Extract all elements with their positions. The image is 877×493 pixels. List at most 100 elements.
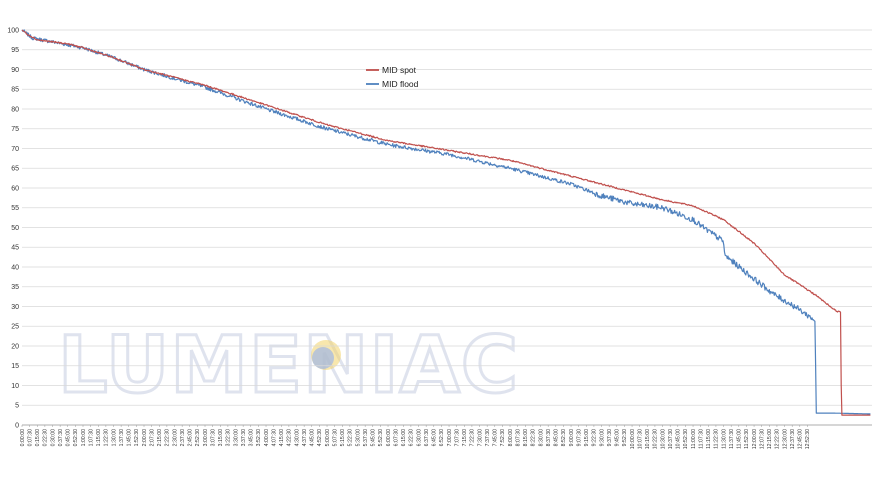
x-tick-label: 11:30:00 [721, 429, 727, 449]
x-tick-label: 1:07:30 [88, 429, 94, 446]
x-tick-label: 1:37:30 [119, 429, 125, 446]
x-tick-label: 9:00:00 [569, 429, 575, 446]
x-tick-label: 0:52:30 [73, 429, 79, 446]
legend-label: MID spot [382, 65, 417, 75]
x-tick-label: 1:52:30 [134, 429, 140, 446]
y-tick-label: 75 [11, 126, 19, 133]
x-tick-label: 9:45:00 [615, 429, 621, 446]
x-tick-label: 1:00:00 [81, 429, 87, 446]
x-tick-label: 3:37:30 [241, 429, 247, 446]
x-tick-label: 6:52:30 [439, 429, 445, 446]
x-tick-label: 7:52:30 [500, 429, 506, 446]
x-tick-label: 8:22:30 [531, 429, 537, 446]
x-tick-label: 7:37:30 [485, 429, 491, 446]
x-tick-label: 10:30:00 [660, 429, 666, 449]
x-tick-label: 7:07:30 [454, 429, 460, 446]
y-tick-label: 55 [11, 205, 19, 212]
x-tick-label: 1:45:00 [127, 429, 133, 446]
x-tick-label: 2:37:30 [180, 429, 186, 446]
x-tick-label: 12:15:00 [767, 429, 773, 449]
y-tick-label: 50 [11, 225, 19, 232]
x-tick-label: 4:22:30 [287, 429, 293, 446]
x-tick-label: 4:07:30 [271, 429, 277, 446]
y-tick-label: 100 [7, 27, 19, 34]
x-tick-label: 12:07:30 [759, 429, 765, 449]
x-tick-label: 12:22:30 [775, 429, 781, 449]
x-tick-label: 6:00:00 [386, 429, 392, 446]
x-tick-label: 10:37:30 [668, 429, 674, 449]
x-tick-label: 8:45:00 [554, 429, 560, 446]
x-tick-label: 7:15:00 [462, 429, 468, 446]
x-tick-label: 3:45:00 [249, 429, 255, 446]
x-tick-label: 5:30:00 [355, 429, 361, 446]
x-tick-label: 2:00:00 [142, 429, 148, 446]
x-tick-label: 6:37:30 [424, 429, 430, 446]
x-tick-label: 4:00:00 [264, 429, 270, 446]
x-tick-label: 6:22:30 [409, 429, 415, 446]
x-tick-label: 10:45:00 [676, 429, 682, 449]
x-tick-label: 7:30:00 [477, 429, 483, 446]
x-tick-label: 4:30:00 [294, 429, 300, 446]
x-tick-label: 9:07:30 [576, 429, 582, 446]
x-tick-label: 1:30:00 [111, 429, 117, 446]
y-tick-label: 80 [11, 106, 19, 113]
x-axis: 0:00:00 0:07:30 0:15:00 0:22:30 0:30:00 0:37:… [20, 424, 872, 449]
x-tick-label: 3:00:00 [203, 429, 209, 446]
x-tick-label: 10:00:00 [630, 429, 636, 449]
y-tick-label: 90 [11, 67, 19, 74]
series-line-mid-flood [21, 29, 871, 415]
x-tick-label: 12:52:30 [805, 429, 811, 449]
x-tick-label: 0:45:00 [66, 429, 72, 446]
x-tick-label: 4:45:00 [310, 429, 316, 446]
y-tick-label: 70 [11, 146, 19, 153]
y-tick-label: 0 [15, 422, 19, 429]
y-tick-label: 35 [11, 284, 19, 291]
x-tick-label: 3:30:00 [233, 429, 239, 446]
x-tick-label: 12:37:30 [790, 429, 796, 449]
x-tick-label: 2:45:00 [188, 429, 194, 446]
x-tick-label: 7:00:00 [447, 429, 453, 446]
x-tick-label: 5:45:00 [371, 429, 377, 446]
x-tick-label: 0:22:30 [43, 429, 49, 446]
x-tick-label: 12:00:00 [752, 429, 758, 449]
x-tick-label: 3:22:30 [226, 429, 232, 446]
x-tick-label: 11:52:30 [744, 429, 750, 449]
y-tick-label: 65 [11, 166, 19, 173]
y-tick-label: 30 [11, 304, 19, 311]
x-tick-label: 10:52:30 [683, 429, 689, 449]
x-tick-label: 11:37:30 [729, 429, 735, 449]
x-tick-label: 5:22:30 [348, 429, 354, 446]
x-tick-label: 9:52:30 [622, 429, 628, 446]
y-tick-label: 95 [11, 47, 19, 54]
x-tick-label: 11:22:30 [714, 429, 720, 449]
x-tick-label: 5:52:30 [378, 429, 384, 446]
y-tick-label: 10 [11, 383, 19, 390]
y-tick-label: 60 [11, 185, 19, 192]
y-tick-label: 25 [11, 324, 19, 331]
x-tick-label: 8:52:30 [561, 429, 567, 446]
x-tick-label: 1:15:00 [96, 429, 102, 446]
gridlines [22, 29, 872, 426]
x-tick-label: 11:00:00 [691, 429, 697, 449]
x-tick-label: 0:30:00 [50, 429, 56, 446]
x-tick-label: 3:07:30 [210, 429, 216, 446]
x-tick-label: 0:07:30 [27, 429, 33, 446]
x-tick-label: 9:15:00 [584, 429, 590, 446]
x-tick-label: 2:30:00 [172, 429, 178, 446]
x-tick-label: 3:52:30 [256, 429, 262, 446]
y-tick-label: 5 [15, 403, 19, 410]
x-tick-label: 4:15:00 [279, 429, 285, 446]
x-tick-label: 11:07:30 [698, 429, 704, 449]
x-tick-label: 6:15:00 [401, 429, 407, 446]
x-tick-label: 5:15:00 [340, 429, 346, 446]
x-tick-label: 8:37:30 [546, 429, 552, 446]
legend: MID spot MID flood [366, 65, 419, 89]
x-tick-label: 11:15:00 [706, 429, 712, 449]
y-tick-label: 45 [11, 245, 19, 252]
x-tick-label: 2:07:30 [149, 429, 155, 446]
x-tick-label: 0:00:00 [20, 429, 26, 446]
x-tick-label: 2:22:30 [165, 429, 171, 446]
x-tick-label: 0:37:30 [58, 429, 64, 446]
x-tick-label: 5:07:30 [332, 429, 338, 446]
